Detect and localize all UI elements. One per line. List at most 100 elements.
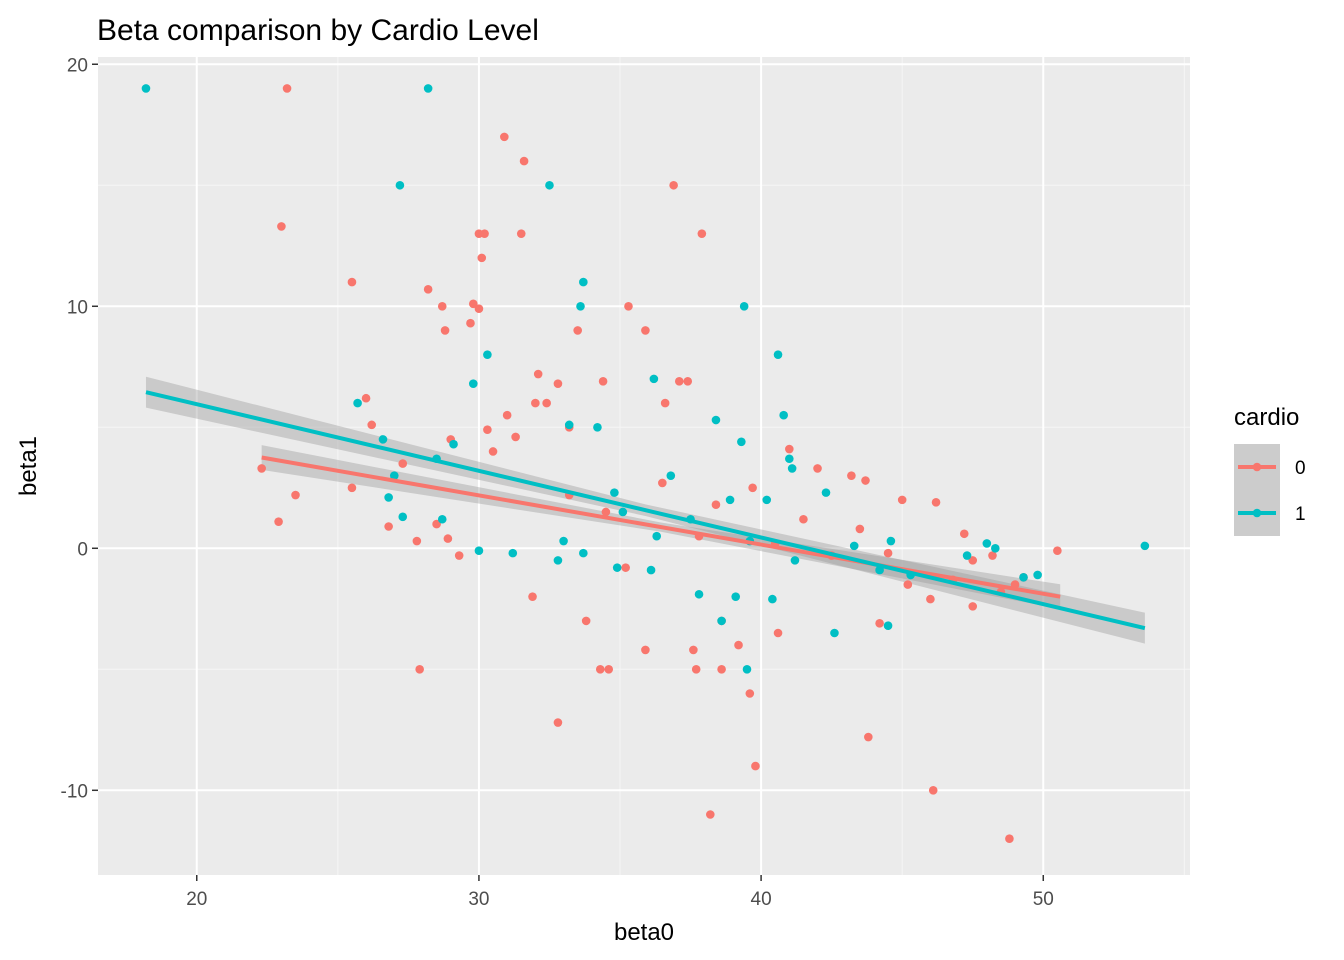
data-point-cardio-0 [897, 495, 907, 505]
data-point-cardio-0 [601, 507, 611, 517]
data-point-cardio-0 [573, 326, 582, 335]
x-axis-title: beta0 [614, 919, 674, 946]
data-point-cardio-0 [604, 664, 614, 674]
data-point-cardio-1 [739, 301, 749, 311]
plot-panel [98, 57, 1190, 875]
data-point-cardio-1 [773, 350, 783, 359]
data-point-cardio-0 [595, 664, 605, 674]
data-point-cardio-0 [641, 645, 650, 655]
data-point-cardio-0 [847, 471, 856, 480]
data-point-cardio-1 [1019, 573, 1028, 582]
data-point-cardio-0 [488, 447, 498, 456]
data-point-cardio-0 [347, 483, 357, 493]
data-point-cardio-1 [694, 589, 704, 599]
data-point-cardio-1 [618, 507, 628, 517]
data-point-cardio-0 [641, 326, 650, 335]
data-point-cardio-0 [903, 580, 913, 589]
x-tick-label: 50 [1033, 889, 1054, 910]
data-point-cardio-0 [674, 376, 684, 386]
data-point-cardio-1 [576, 301, 585, 311]
data-point-cardio-1 [545, 180, 554, 190]
regression-line-0 [261, 455, 1061, 599]
data-point-cardio-1 [384, 493, 393, 502]
data-point-cardio-0 [533, 369, 543, 379]
data-point-cardio-1 [982, 539, 992, 548]
data-point-cardio-0 [483, 425, 492, 434]
x-axis-ticks: 20 30 40 50 [186, 875, 1054, 910]
data-point-cardio-1 [886, 536, 896, 546]
data-point-cardio-1 [787, 464, 797, 473]
data-point-cardio-1 [612, 563, 622, 572]
data-point-cardio-0 [468, 299, 478, 309]
data-point-cardio-0 [454, 551, 464, 560]
data-point-cardio-0 [542, 398, 551, 408]
data-point-cardio-1 [353, 398, 362, 408]
data-point-cardio-1 [962, 551, 972, 560]
data-point-cardio-1 [423, 84, 433, 93]
data-point-cardio-0 [855, 524, 865, 534]
data-point-cardio-0 [883, 548, 893, 558]
major-gridlines [98, 57, 1190, 875]
legend-title: cardio [1234, 404, 1299, 431]
data-point-cardio-1 [731, 592, 741, 601]
data-point-cardio-1 [378, 435, 388, 444]
y-tick-label: -10 [61, 781, 88, 802]
data-point-cardio-0 [660, 398, 670, 408]
data-point-cardio-0 [813, 464, 822, 473]
data-point-cardio-0 [423, 285, 433, 294]
regression-lines [145, 390, 1146, 631]
data-point-cardio-1 [711, 415, 721, 425]
data-point-cardio-0 [751, 761, 760, 771]
data-point-cardio-0 [440, 326, 450, 335]
data-point-cardio-0 [477, 253, 487, 263]
data-point-cardio-1 [742, 664, 752, 674]
data-point-cardio-0 [528, 592, 537, 601]
data-point-cardio-0 [864, 732, 873, 742]
data-point-cardio-0 [745, 689, 755, 698]
data-point-cardio-1 [610, 488, 619, 497]
data-point-cardio-0 [415, 664, 424, 674]
data-point-cardio-0 [480, 229, 489, 238]
data-point-cardio-0 [717, 664, 726, 674]
data-point-cardio-0 [734, 640, 743, 650]
data-point-cardio-0 [748, 483, 757, 493]
data-point-cardio-1 [579, 548, 588, 558]
data-point-cardio-1 [559, 536, 568, 546]
data-point-cardio-0 [437, 301, 447, 311]
data-point-cardio-1 [398, 512, 408, 522]
data-point-cardio-1 [593, 422, 602, 432]
data-point-cardio-0 [931, 498, 941, 507]
data-point-cardio-0 [1053, 546, 1062, 556]
data-point-cardio-1 [785, 454, 794, 464]
y-axis-title: beta1 [15, 436, 42, 496]
legend-label-0: 0 [1295, 458, 1306, 479]
data-point-cardio-0 [347, 277, 357, 287]
data-point-cardio-1 [646, 565, 656, 575]
data-point-cardio-0 [706, 810, 715, 819]
data-point-cardio-1 [649, 374, 659, 384]
x-tick-label: 40 [751, 889, 772, 910]
data-point-cardio-1 [652, 531, 661, 541]
data-point-cardio-1 [468, 379, 478, 389]
data-point-cardio-1 [508, 548, 518, 558]
data-point-cardio-0 [500, 132, 509, 142]
data-point-cardio-0 [531, 398, 540, 408]
data-point-cardio-1 [579, 277, 588, 287]
data-point-cardio-0 [257, 464, 266, 473]
y-tick-label: 0 [77, 539, 88, 560]
legend-key-point [1252, 462, 1262, 472]
minor-gridlines [98, 57, 1190, 875]
data-point-cardio-1 [389, 471, 399, 480]
data-point-cardio-0 [474, 304, 484, 313]
data-point-cardio-0 [1005, 834, 1014, 843]
data-point-cardio-0 [443, 534, 453, 543]
data-point-cardio-0 [361, 393, 371, 403]
data-point-cardio-1 [830, 628, 839, 638]
data-point-cardio-1 [779, 410, 788, 420]
data-point-cardio-1 [991, 543, 1000, 553]
data-point-cardio-0 [466, 318, 475, 328]
data-point-cardio-0 [773, 628, 783, 638]
data-point-cardio-0 [621, 563, 630, 572]
data-point-cardio-0 [988, 551, 997, 560]
data-point-cardio-1 [762, 495, 772, 505]
